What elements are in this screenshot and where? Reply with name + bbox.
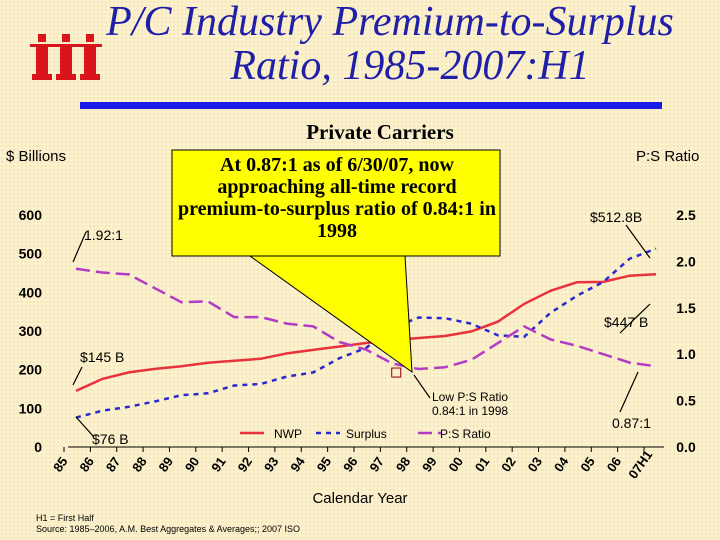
data-label: $512.8B bbox=[590, 209, 642, 225]
legend-label-nwp: NWP bbox=[274, 427, 302, 441]
y-right-tick-label: 0.0 bbox=[676, 439, 696, 455]
y-left-tick-label: 100 bbox=[19, 400, 43, 416]
right-axis-label: P:S Ratio bbox=[636, 148, 700, 165]
x-tick-label: 89 bbox=[155, 454, 176, 474]
title-underline bbox=[80, 102, 662, 109]
y-right-tick-label: 0.5 bbox=[676, 393, 696, 409]
legend-label-surplus: Surplus bbox=[346, 427, 387, 441]
footnote-line-2: Source: 1985–2006, A.M. Best Aggregates … bbox=[36, 524, 301, 534]
x-tick-label: 06 bbox=[604, 454, 625, 474]
y-right-tick-label: 2.5 bbox=[676, 207, 696, 223]
x-tick-label: 07H1 bbox=[625, 447, 655, 481]
y-right-tick-label: 1.0 bbox=[676, 346, 696, 362]
annotation-arrow bbox=[72, 231, 87, 263]
title-line-2: Ratio, 1985-2007:H1 bbox=[230, 43, 590, 89]
x-tick-label: 91 bbox=[208, 454, 229, 474]
annotation-arrow bbox=[413, 374, 431, 399]
x-tick-label: 87 bbox=[103, 454, 124, 474]
legend-label-ratio: P:S Ratio bbox=[440, 427, 491, 441]
series-line-p-s-ratio bbox=[75, 267, 657, 371]
x-tick-label: 01 bbox=[472, 454, 493, 474]
y-right-tick-label: 2.0 bbox=[676, 253, 696, 269]
x-tick-label: 93 bbox=[261, 454, 282, 474]
x-tick-label: 90 bbox=[182, 454, 203, 474]
x-tick-label: 05 bbox=[577, 454, 598, 474]
annotation-arrow bbox=[625, 224, 651, 259]
x-tick-label: 96 bbox=[340, 454, 361, 474]
x-tick-label: 03 bbox=[525, 454, 546, 474]
data-label: $76 B bbox=[92, 431, 129, 447]
x-tick-label: 04 bbox=[551, 454, 572, 475]
x-tick-label: 97 bbox=[366, 454, 387, 474]
x-tick-label: 99 bbox=[419, 454, 440, 474]
x-tick-label: 00 bbox=[445, 454, 466, 474]
y-left-tick-label: 400 bbox=[19, 284, 43, 300]
low-ratio-marker bbox=[391, 367, 402, 378]
y-left-tick-label: 0 bbox=[34, 439, 42, 455]
series-line-nwp bbox=[75, 272, 657, 393]
data-label: 1.92:1 bbox=[84, 227, 123, 243]
x-tick-label: 95 bbox=[314, 454, 335, 474]
callout-pointer bbox=[248, 255, 413, 374]
x-tick-label: 94 bbox=[287, 454, 308, 475]
x-axis-title: Calendar Year bbox=[312, 490, 407, 507]
callout-text: At 0.87:1 as of 6/30/07, now approaching… bbox=[178, 154, 496, 242]
y-left-tick-label: 600 bbox=[19, 207, 43, 223]
y-left-tick-label: 200 bbox=[19, 362, 43, 378]
series-line-surplus bbox=[75, 247, 657, 419]
annotation-arrow bbox=[75, 416, 95, 438]
title-line-1: P/C Industry Premium-to-Surplus bbox=[106, 0, 674, 45]
y-right-tick-label: 1.5 bbox=[676, 300, 696, 316]
y-left-tick-label: 500 bbox=[19, 246, 43, 262]
data-label: 0.87:1 bbox=[612, 415, 651, 431]
iii-logo bbox=[30, 34, 102, 80]
footnote: H1 = First Half Source: 1985–2006, A.M. … bbox=[36, 513, 300, 535]
chart-subtitle: Private Carriers bbox=[306, 120, 454, 144]
callout-box bbox=[171, 149, 501, 257]
x-tick-label: 98 bbox=[393, 454, 414, 474]
data-label: Low P:S Ratio bbox=[432, 390, 508, 404]
x-tick-label: 92 bbox=[235, 454, 256, 474]
annotation-arrow bbox=[619, 303, 651, 334]
annotation-arrow bbox=[619, 371, 639, 413]
x-tick-label: 86 bbox=[76, 454, 97, 474]
annotation-arrow bbox=[72, 366, 83, 386]
footnote-line-1: H1 = First Half bbox=[36, 513, 94, 523]
left-axis-label: $ Billions bbox=[6, 148, 67, 165]
data-label: $447 B bbox=[604, 314, 648, 330]
data-label: 0.84:1 in 1998 bbox=[432, 404, 508, 418]
data-label: $145 B bbox=[80, 349, 124, 365]
x-tick-label: 02 bbox=[498, 454, 519, 474]
x-tick-label: 88 bbox=[129, 454, 150, 474]
x-tick-label: 85 bbox=[50, 454, 71, 474]
y-left-tick-label: 300 bbox=[19, 323, 43, 339]
page-title: P/C Industry Premium-to-Surplus Ratio, 1… bbox=[80, 0, 700, 88]
